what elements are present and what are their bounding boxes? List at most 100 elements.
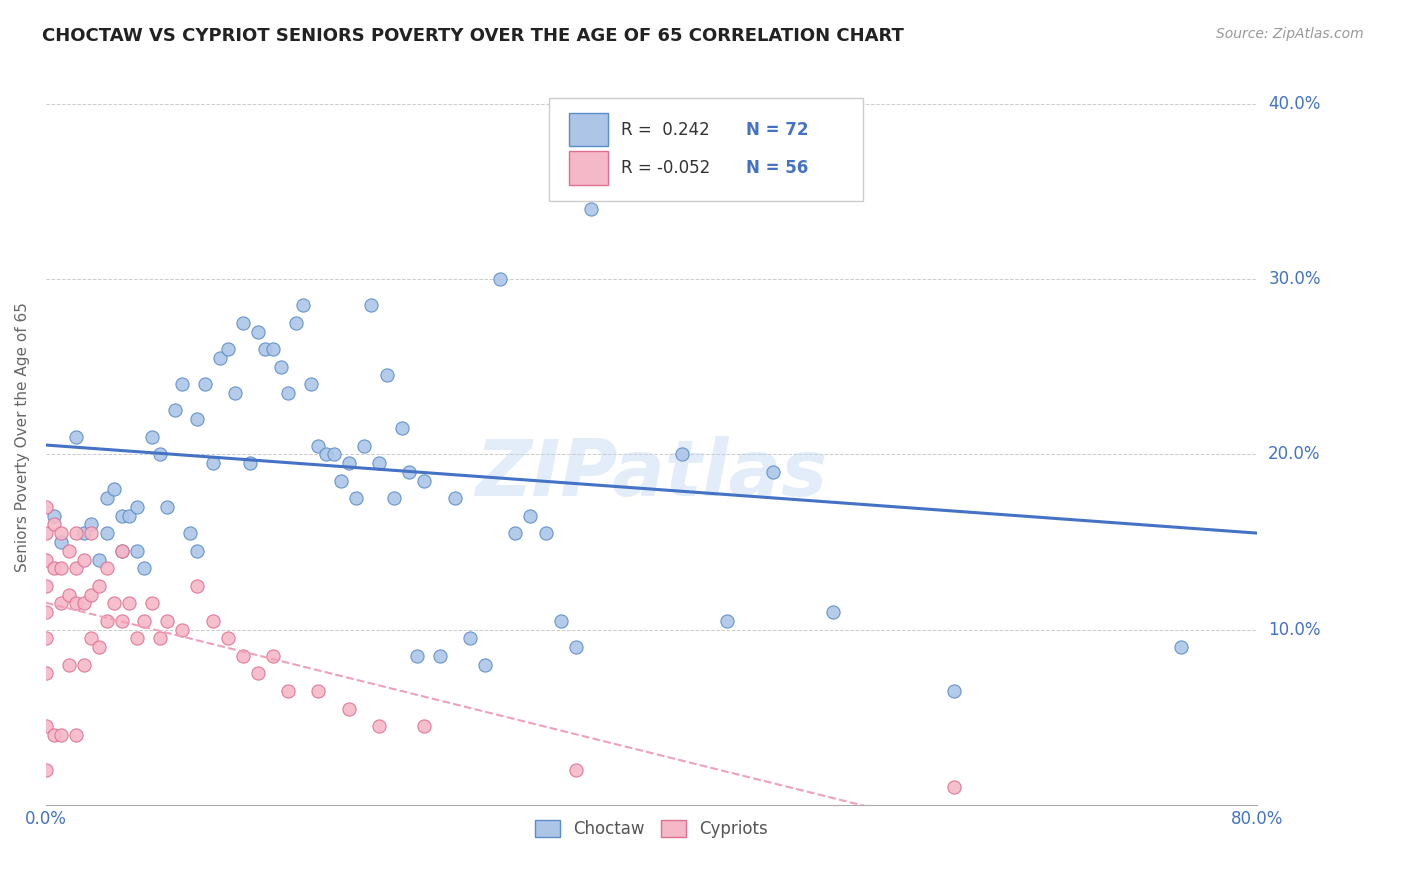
Point [49, 535, 72, 549]
Point [943, 684, 966, 698]
Point [315, 447, 337, 461]
Point [96, 561, 118, 575]
Point [232, 648, 254, 663]
Point [610, 140, 633, 154]
Point [405, 648, 427, 663]
Point [443, 491, 465, 505]
Point [762, 465, 785, 479]
Point [246, 325, 269, 339]
Point [519, 508, 541, 523]
Point [579, 202, 602, 216]
Point [125, 543, 148, 558]
Point [308, 684, 330, 698]
Point [42, 517, 65, 532]
Point [80, 632, 103, 646]
Point [1170, 640, 1192, 655]
Point [58, 588, 80, 602]
Point [391, 421, 413, 435]
Point [134, 561, 156, 575]
Text: N = 56: N = 56 [747, 159, 808, 177]
Point [65, 728, 87, 742]
Point [217, 632, 239, 646]
Point [80, 517, 103, 532]
Point [42, 508, 65, 523]
Legend: Choctaw, Cypriots: Choctaw, Cypriots [529, 813, 775, 845]
Point [49, 561, 72, 575]
Point [58, 657, 80, 672]
Point [118, 596, 141, 610]
Point [330, 474, 353, 488]
Point [172, 623, 194, 637]
Point [35, 552, 58, 566]
Point [823, 605, 845, 619]
Point [943, 780, 966, 795]
Point [35, 666, 58, 681]
Point [73, 596, 96, 610]
Text: 20.0%: 20.0% [1268, 445, 1320, 463]
Point [42, 728, 65, 742]
Point [217, 342, 239, 356]
Point [111, 543, 134, 558]
Point [96, 614, 118, 628]
Point [262, 342, 284, 356]
FancyBboxPatch shape [569, 113, 607, 146]
Point [474, 657, 496, 672]
Point [344, 491, 367, 505]
Text: N = 72: N = 72 [747, 120, 808, 138]
Point [156, 500, 179, 514]
Point [141, 430, 163, 444]
Point [65, 561, 87, 575]
Point [103, 596, 125, 610]
Point [277, 385, 299, 400]
Text: Source: ZipAtlas.com: Source: ZipAtlas.com [1216, 27, 1364, 41]
Point [96, 526, 118, 541]
Point [134, 614, 156, 628]
Point [73, 657, 96, 672]
Point [360, 298, 382, 312]
Point [368, 719, 391, 733]
Point [375, 368, 398, 383]
Text: 30.0%: 30.0% [1268, 270, 1320, 288]
Point [103, 483, 125, 497]
Point [35, 763, 58, 777]
Point [368, 456, 391, 470]
Point [87, 552, 110, 566]
Point [270, 359, 292, 374]
Point [148, 447, 170, 461]
Point [671, 447, 693, 461]
Point [201, 456, 224, 470]
Point [111, 614, 134, 628]
Point [65, 596, 87, 610]
Point [49, 596, 72, 610]
Y-axis label: Seniors Poverty Over the Age of 65: Seniors Poverty Over the Age of 65 [15, 301, 30, 572]
Point [49, 728, 72, 742]
Point [194, 377, 217, 392]
Point [413, 474, 436, 488]
Point [111, 508, 134, 523]
Text: CHOCTAW VS CYPRIOT SENIORS POVERTY OVER THE AGE OF 65 CORRELATION CHART: CHOCTAW VS CYPRIOT SENIORS POVERTY OVER … [42, 27, 904, 45]
Point [35, 632, 58, 646]
Point [125, 500, 148, 514]
Point [118, 508, 141, 523]
Point [73, 526, 96, 541]
Point [163, 403, 186, 417]
Point [186, 543, 208, 558]
Point [262, 648, 284, 663]
Point [80, 588, 103, 602]
Point [49, 526, 72, 541]
Point [58, 543, 80, 558]
Point [239, 456, 262, 470]
Point [246, 666, 269, 681]
Text: R = -0.052: R = -0.052 [621, 159, 710, 177]
Point [42, 561, 65, 575]
Point [73, 552, 96, 566]
Point [429, 648, 451, 663]
Point [201, 614, 224, 628]
Point [65, 430, 87, 444]
Point [503, 526, 526, 541]
Point [337, 701, 360, 715]
Point [398, 465, 420, 479]
Point [87, 579, 110, 593]
Point [80, 526, 103, 541]
Point [186, 412, 208, 426]
